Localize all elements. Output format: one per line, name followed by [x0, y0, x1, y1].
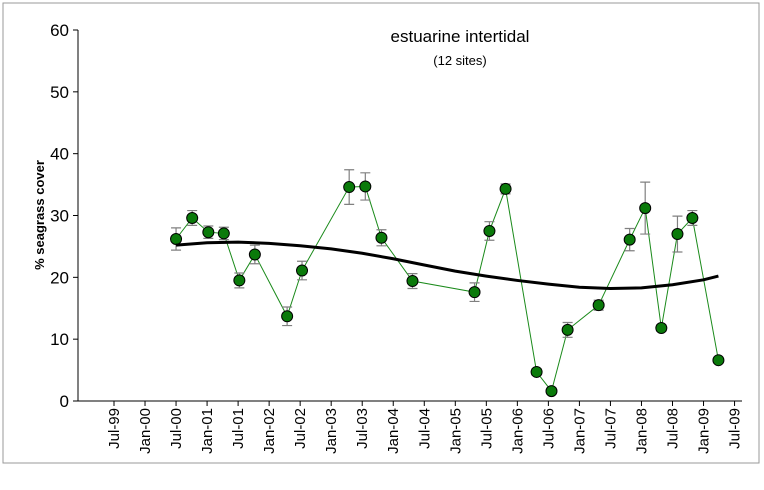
data-point — [483, 224, 496, 237]
x-tick-label: Jul-08 — [664, 408, 681, 449]
x-tick-label: Jul-06 — [540, 408, 557, 449]
x-tick-label: Jul-03 — [354, 408, 371, 449]
data-point — [468, 286, 481, 299]
data-point — [712, 354, 725, 367]
data-point — [655, 322, 668, 335]
data-point — [686, 211, 699, 224]
x-tick-label: Jul-07 — [602, 408, 619, 449]
chart-frame — [2, 2, 760, 464]
x-tick-label: Jan-08 — [633, 408, 650, 454]
y-axis-label: % seagrass cover — [32, 160, 47, 270]
data-point — [671, 228, 684, 241]
data-point — [375, 231, 388, 244]
data-point — [202, 226, 215, 239]
data-point — [561, 323, 574, 336]
data-point — [170, 232, 183, 245]
data-point — [186, 211, 199, 224]
x-tick-label: Jul-00 — [168, 408, 185, 449]
x-tick-label: Jan-04 — [385, 408, 402, 454]
y-tick-label: 0 — [60, 392, 69, 411]
data-point — [623, 233, 636, 246]
y-tick-label: 30 — [50, 207, 69, 226]
data-point — [359, 180, 372, 193]
x-tick-label: Jan-00 — [137, 408, 154, 454]
y-tick-label: 40 — [50, 145, 69, 164]
data-point — [343, 181, 356, 194]
data-point — [248, 248, 261, 261]
data-point — [545, 385, 558, 398]
x-tick-label: Jul-02 — [292, 408, 309, 449]
x-tick-label: Jan-05 — [447, 408, 464, 454]
x-tick-label: Jan-07 — [571, 408, 588, 454]
x-tick-label: Jul-01 — [230, 408, 247, 449]
data-point — [406, 275, 419, 288]
x-tick-label: Jan-09 — [696, 408, 713, 454]
trend-line — [175, 240, 719, 290]
x-tick-label: Jan-03 — [323, 408, 340, 454]
x-tick-label: Jul-04 — [416, 408, 433, 449]
x-tick-label: Jan-02 — [261, 408, 278, 454]
y-tick-label: 20 — [50, 268, 69, 287]
chart-subtitle: (12 sites) — [433, 53, 486, 68]
chart-title: estuarine intertidal — [391, 27, 530, 46]
x-tick-label: Jan-01 — [199, 408, 216, 454]
x-tick-label: Jul-99 — [106, 408, 123, 449]
data-point — [530, 365, 543, 378]
data-point — [499, 182, 512, 195]
x-tick-label: Jan-06 — [509, 408, 526, 454]
data-point — [217, 227, 230, 240]
y-tick-label: 10 — [50, 330, 69, 349]
data-point — [296, 264, 309, 277]
data-point — [233, 274, 246, 287]
x-tick-label: Jul-09 — [727, 408, 744, 449]
x-tick-label: Jul-05 — [478, 408, 495, 449]
data-point — [592, 299, 605, 312]
y-tick-label: 50 — [50, 83, 69, 102]
data-point — [639, 202, 652, 215]
y-tick-label: 60 — [50, 21, 69, 40]
data-point — [281, 310, 294, 323]
